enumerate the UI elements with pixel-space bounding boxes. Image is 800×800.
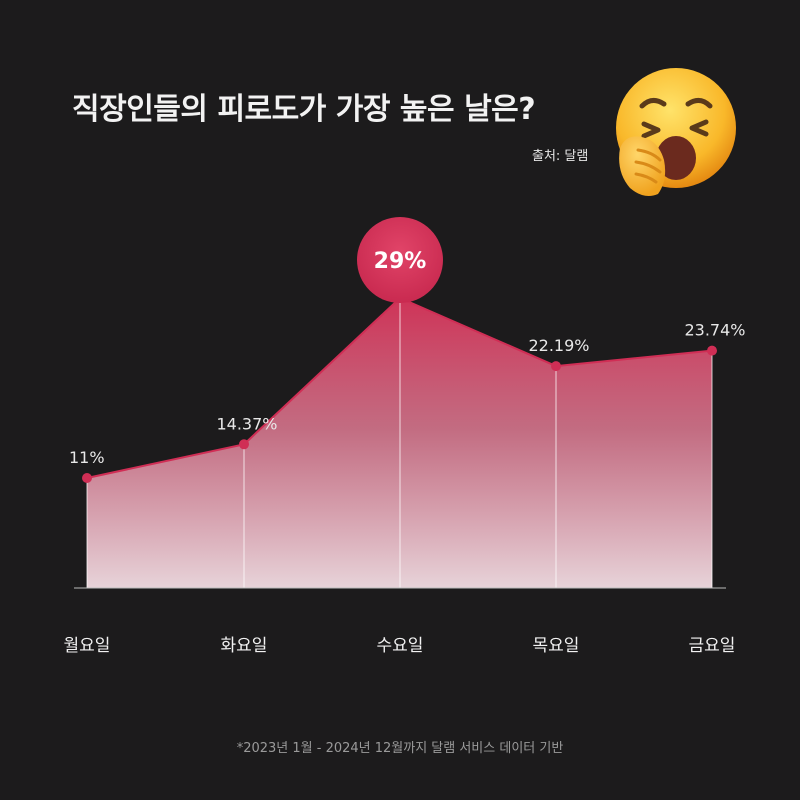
data-label-0: 11% (69, 448, 105, 467)
x-tick-label-0: 월요일 (64, 636, 111, 656)
data-point-0 (82, 473, 92, 483)
data-point-3 (551, 361, 561, 372)
data-label-4: 23.74% (684, 321, 745, 340)
data-point-1 (239, 439, 249, 450)
x-tick-label-1: 화요일 (221, 636, 268, 656)
x-tick-label-3: 목요일 (533, 636, 580, 656)
x-tick-label-4: 금요일 (689, 636, 736, 656)
chart-title: 직장인들의 피로도가 가장 높은 날은? (72, 92, 536, 127)
x-tick-label-2: 수요일 (377, 636, 424, 656)
yawning-face-icon (616, 68, 736, 196)
data-label-1: 14.37% (216, 414, 277, 433)
source-note: 출처: 달램 (532, 149, 589, 164)
data-period-footnote: *2023년 1월 - 2024년 12월까지 달램 서비스 데이터 기반 (236, 741, 564, 756)
data-label-2: 29% (374, 249, 427, 274)
data-label-3: 22.19% (528, 336, 589, 355)
data-point-4 (707, 345, 717, 356)
highlight-bubble (357, 217, 443, 303)
